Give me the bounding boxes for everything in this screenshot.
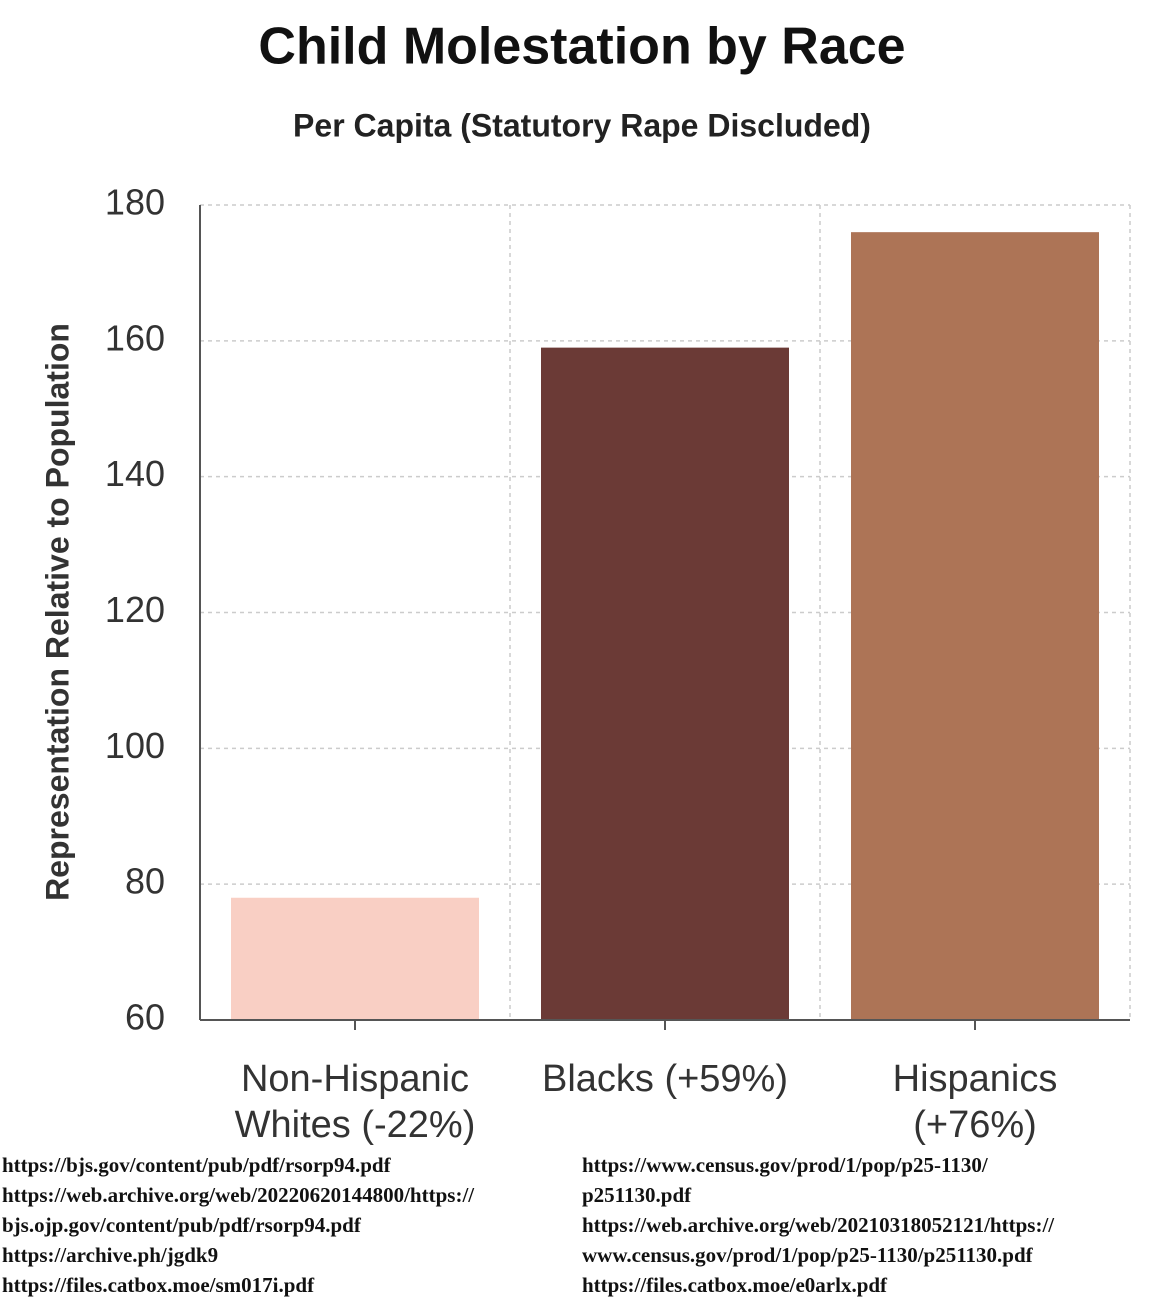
bar xyxy=(851,232,1099,1020)
y-tick-label: 80 xyxy=(125,861,165,902)
y-tick-label: 120 xyxy=(105,589,165,630)
y-tick-label: 180 xyxy=(105,182,165,223)
y-tick-label: 100 xyxy=(105,725,165,766)
y-tick-label: 160 xyxy=(105,317,165,358)
bar xyxy=(231,897,479,1020)
source-link: https://www.census.gov/prod/1/pop/p25-11… xyxy=(582,1153,988,1177)
chart-title: Child Molestation by Race xyxy=(258,18,905,76)
source-link: p251130.pdf xyxy=(582,1183,692,1207)
source-link: www.census.gov/prod/1/pop/p25-1130/p2511… xyxy=(582,1243,1033,1267)
source-link: https://bjs.gov/content/pub/pdf/rsorp94.… xyxy=(2,1153,391,1177)
chart-subtitle: Per Capita (Statutory Rape Discluded) xyxy=(293,107,871,143)
x-tick-label: Blacks (+59%) xyxy=(541,1058,789,1100)
source-link: https://web.archive.org/web/202103180521… xyxy=(582,1213,1055,1237)
source-link: https://archive.ph/jgdk9 xyxy=(2,1243,219,1267)
bar xyxy=(541,347,789,1020)
source-link: https://files.catbox.moe/sm017i.pdf xyxy=(2,1273,315,1297)
y-axis-label: Representation Relative to Population xyxy=(39,323,75,901)
x-tick-label: Non-Hispanic Whites (-22%) xyxy=(234,1058,476,1146)
y-tick-label: 60 xyxy=(125,997,165,1038)
y-tick-label: 140 xyxy=(105,453,165,494)
x-tick-label: Hispanics (+76%) xyxy=(892,1058,1058,1146)
source-link: https://files.catbox.moe/e0arlx.pdf xyxy=(582,1273,888,1297)
source-link: bjs.ojp.gov/content/pub/pdf/rsorp94.pdf xyxy=(2,1213,361,1237)
source-link: https://web.archive.org/web/202206201448… xyxy=(2,1183,475,1207)
